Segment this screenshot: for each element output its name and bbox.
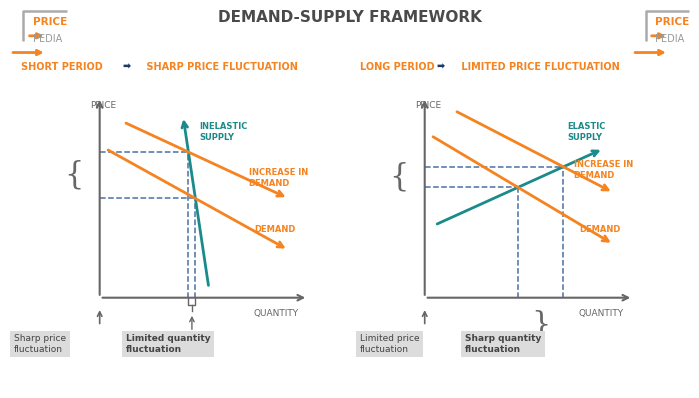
Text: SHARP PRICE FLUCTUATION: SHARP PRICE FLUCTUATION <box>143 62 298 72</box>
Text: LIMITED PRICE FLUCTUATION: LIMITED PRICE FLUCTUATION <box>458 62 619 72</box>
Text: Limited price
fluctuation: Limited price fluctuation <box>360 334 419 354</box>
Text: PEDIA: PEDIA <box>34 33 63 44</box>
Text: {: { <box>389 162 409 193</box>
Text: ➡: ➡ <box>437 62 445 72</box>
Text: ELASTIC
SUPPLY: ELASTIC SUPPLY <box>568 122 606 142</box>
Text: QUANTITY: QUANTITY <box>578 309 624 318</box>
Text: PRICE: PRICE <box>415 101 441 110</box>
Text: SHORT PERIOD: SHORT PERIOD <box>21 62 106 72</box>
Text: PRICE: PRICE <box>89 101 116 110</box>
Text: PRICE: PRICE <box>34 17 68 27</box>
Text: {: { <box>64 160 84 191</box>
Text: QUANTITY: QUANTITY <box>253 309 298 318</box>
Text: INCREASE IN
DEMAND: INCREASE IN DEMAND <box>249 168 308 188</box>
Text: DEMAND: DEMAND <box>254 225 296 234</box>
Text: ➡: ➡ <box>122 62 131 72</box>
Text: INCREASE IN
DEMAND: INCREASE IN DEMAND <box>574 160 633 180</box>
Text: DEMAND: DEMAND <box>579 225 621 234</box>
Text: }: } <box>531 309 550 340</box>
Text: DEMAND-SUPPLY FRAMEWORK: DEMAND-SUPPLY FRAMEWORK <box>217 10 482 25</box>
Text: PEDIA: PEDIA <box>656 33 685 44</box>
Text: PRICE: PRICE <box>656 17 690 27</box>
Text: LONG PERIOD: LONG PERIOD <box>360 62 435 72</box>
Text: Sharp quantity
fluctuation: Sharp quantity fluctuation <box>465 334 541 354</box>
Text: Sharp price
fluctuation: Sharp price fluctuation <box>14 334 66 354</box>
Text: Limited quantity
fluctuation: Limited quantity fluctuation <box>126 334 210 354</box>
Text: INELASTIC
SUPPLY: INELASTIC SUPPLY <box>199 122 247 142</box>
